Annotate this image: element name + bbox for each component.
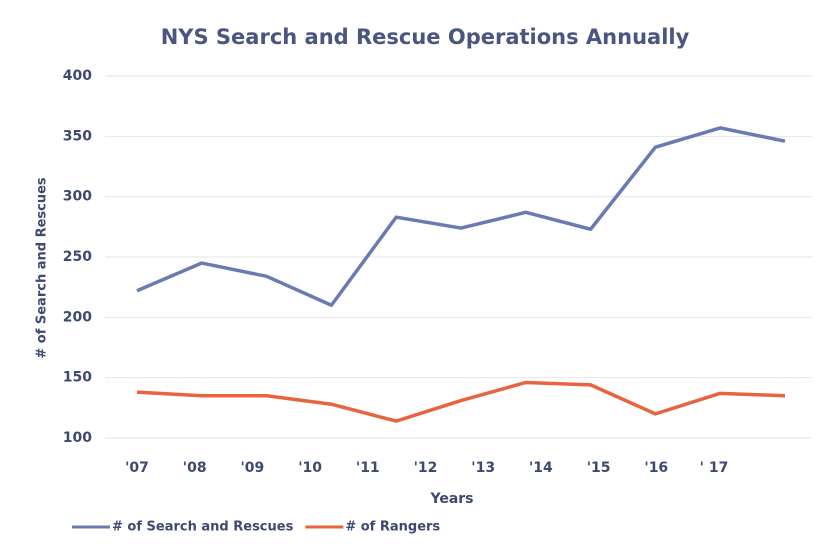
chart-title: NYS Search and Rescue Operations Annuall… [161, 25, 690, 49]
line-series [136, 380, 786, 423]
line-series [136, 126, 786, 308]
x-tick-label: '13 [471, 460, 495, 476]
x-tick-label: '14 [529, 460, 553, 476]
x-tick-label: '08 [183, 460, 207, 476]
legend-label: # of Search and Rescues [112, 520, 294, 535]
y-tick-label: 250 [63, 249, 92, 265]
y-tick-label: 150 [63, 370, 92, 386]
y-tick-label: 200 [63, 309, 92, 325]
x-tick-label: '12 [414, 460, 438, 476]
y-tick-label: 400 [63, 68, 92, 84]
y-tick-label: 100 [63, 430, 92, 446]
x-tick-label: '09 [241, 460, 265, 476]
y-tick-label: 350 [63, 128, 92, 144]
legend-label: # of Rangers [345, 520, 440, 535]
x-tick-label: '10 [298, 460, 322, 476]
x-tick-label: ' 17 [700, 460, 729, 476]
y-tick-label: 300 [63, 189, 92, 205]
x-tick-label: '15 [587, 460, 611, 476]
x-axis-label: Years [429, 491, 473, 507]
x-tick-label: '11 [356, 460, 380, 476]
x-tick-label: '07 [125, 460, 149, 476]
x-tick-label: '16 [644, 460, 668, 476]
y-axis-label: # of Search and Rescues [35, 177, 50, 359]
